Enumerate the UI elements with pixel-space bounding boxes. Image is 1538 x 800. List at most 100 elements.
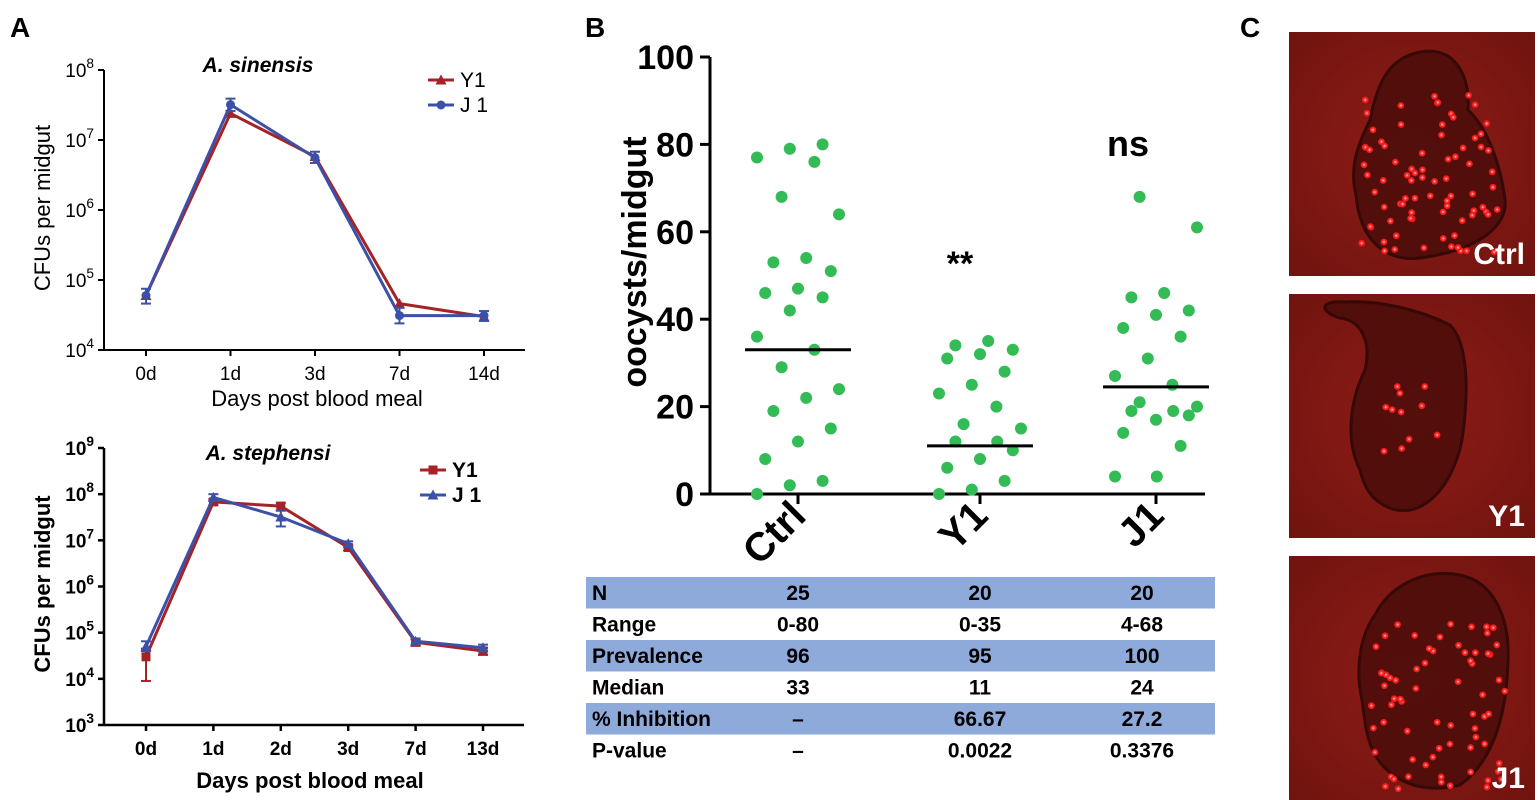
y-tick-label-stephensi: 109: [65, 434, 94, 460]
oocyst: [1434, 99, 1442, 106]
oocyst: [1477, 143, 1485, 151]
x-axis-label-stephensi: Days post blood meal: [196, 768, 423, 793]
oocyst: [1477, 130, 1485, 138]
oocyst: [1435, 744, 1443, 752]
oocyst: [1447, 192, 1455, 200]
oocyst: [1367, 223, 1374, 230]
y-tick-label-sinensis: 105: [65, 266, 94, 292]
data-point-stephensi-1: [140, 641, 152, 652]
oocyst: [1381, 247, 1389, 255]
data-point-sinensis-0: [225, 107, 236, 118]
data-point-oocysts: [1166, 378, 1179, 391]
x-tick-label-sinensis: 14d: [468, 364, 500, 385]
table-cell: 0.0022: [948, 740, 1012, 763]
y-tick-label-stephensi: 103: [65, 711, 94, 737]
oocyst: [1380, 203, 1388, 211]
oocyst: [1489, 624, 1497, 632]
chart-title-sinensis: A. sinensis: [202, 54, 314, 77]
x-tick-label-sinensis: 7d: [389, 364, 410, 385]
oocyst: [1493, 641, 1501, 649]
oocyst: [1471, 101, 1479, 109]
oocyst: [1485, 147, 1492, 154]
data-point-sinensis-1: [395, 311, 404, 321]
oocyst: [1463, 247, 1471, 255]
data-point-oocysts: [775, 190, 788, 203]
data-point-oocysts: [1109, 370, 1121, 383]
oocyst: [1442, 175, 1450, 183]
data-point-oocysts: [998, 365, 1011, 378]
data-point-oocysts: [824, 422, 837, 435]
oocyst: [1405, 435, 1413, 443]
data-point-oocysts: [800, 391, 813, 404]
oocyst: [1455, 641, 1462, 649]
x-tick-label-sinensis: 1d: [220, 364, 241, 385]
table-cell: 96: [786, 645, 809, 668]
chart-title-stephensi: A. stephensi: [205, 442, 332, 465]
x-tick-label-oocysts: J1: [1110, 493, 1173, 556]
oocyst: [1408, 165, 1416, 173]
oocyst: [1411, 632, 1419, 639]
data-point-oocysts: [759, 286, 772, 299]
data-point-oocysts: [1174, 330, 1187, 343]
oocyst: [1420, 244, 1428, 252]
legend-label-sinensis-1: J 1: [460, 94, 488, 117]
oocyst: [1447, 620, 1455, 628]
oocyst: [1360, 161, 1368, 169]
data-point-stephensi-1: [410, 635, 422, 646]
series-line-stephensi-0: [144, 500, 484, 658]
data-point-oocysts: [941, 352, 954, 365]
oocyst: [1388, 406, 1396, 413]
data-point-oocysts: [949, 339, 962, 352]
data-point-oocysts: [941, 461, 954, 474]
oocyst: [1454, 678, 1462, 686]
data-point-oocysts: [933, 488, 945, 500]
oocyst: [1397, 121, 1405, 128]
data-point-stephensi-1: [275, 511, 287, 522]
oocyst: [1418, 174, 1426, 181]
data-point-oocysts: [792, 282, 804, 295]
oocyst: [1398, 445, 1406, 452]
oocyst: [1381, 682, 1388, 690]
data-point-oocysts: [1109, 470, 1121, 483]
x-tick-label-stephensi: 7d: [405, 739, 427, 760]
y-tick-label-stephensi: 106: [65, 573, 94, 599]
oocyst: [1437, 773, 1445, 781]
data-point-sinensis-1: [141, 291, 151, 301]
panel-label-b: B: [585, 12, 605, 43]
table-cell: 0-35: [959, 614, 1001, 637]
data-point-oocysts: [1141, 352, 1154, 365]
oocyst: [1437, 778, 1445, 786]
oocyst: [1431, 177, 1438, 185]
data-point-stephensi-0: [141, 652, 151, 662]
oocyst: [1497, 776, 1505, 783]
data-point-oocysts: [1150, 308, 1162, 321]
data-point-oocysts: [1117, 321, 1130, 334]
data-point-oocysts: [751, 330, 763, 343]
data-point-oocysts: [1125, 291, 1138, 304]
oocyst: [1469, 190, 1476, 198]
data-point-stephensi-1: [207, 491, 219, 502]
legend-label-stephensi-0: Y1: [452, 459, 478, 482]
oocyst: [1397, 102, 1405, 109]
oocyst: [1418, 149, 1426, 157]
data-point-oocysts: [1133, 396, 1146, 409]
data-point-oocysts: [1182, 409, 1195, 422]
y-tick-label-stephensi: 108: [65, 480, 94, 506]
oocyst: [1444, 155, 1452, 163]
y-tick-label-oocysts: 100: [637, 39, 694, 77]
y-tick-label-oocysts: 0: [675, 476, 694, 514]
data-point-oocysts: [1182, 304, 1195, 317]
table-cell: 66.67: [954, 708, 1007, 731]
x-tick-label-stephensi: 2d: [270, 739, 292, 760]
oocyst: [1466, 160, 1473, 168]
oocyst: [1490, 248, 1498, 256]
data-point-oocysts: [965, 483, 978, 496]
oocyst: [1446, 782, 1454, 790]
table-row-bg: [586, 703, 1215, 735]
oocyst: [1402, 194, 1409, 202]
oocyst: [1361, 96, 1369, 104]
data-point-oocysts: [1191, 400, 1203, 413]
oocyst: [1421, 659, 1429, 667]
table-row-label: N: [592, 582, 607, 605]
